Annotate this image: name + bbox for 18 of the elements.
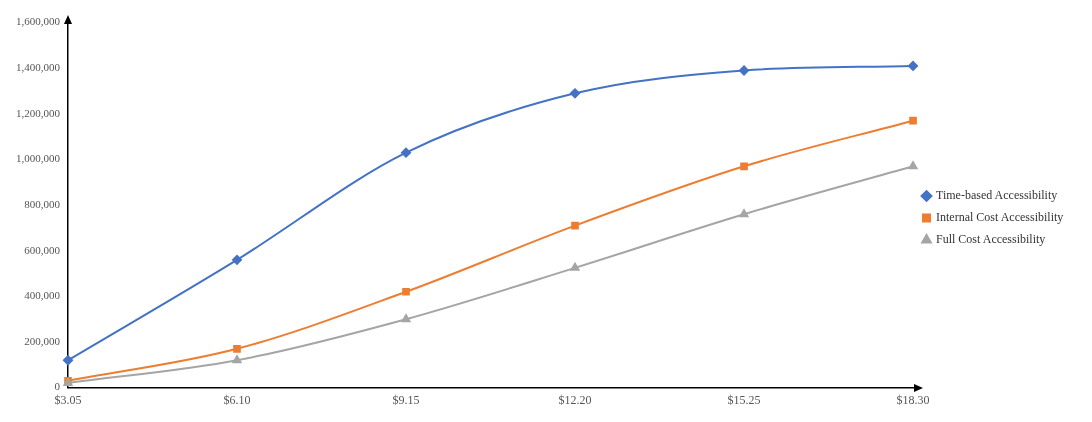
y-tick-label: 1,600,000 <box>16 15 61 28</box>
y-tick-label: 0 <box>54 380 61 393</box>
y-tick-label: 800,000 <box>24 197 61 210</box>
y-tick-label: 1,000,000 <box>16 152 61 165</box>
legend-label: Time-based Accessibility <box>936 188 1058 203</box>
y-tick-label: 1,400,000 <box>16 61 61 74</box>
y-tick-label: 200,000 <box>24 334 61 347</box>
x-tick-label: $6.10 <box>223 392 251 407</box>
x-tick-label: $3.05 <box>54 392 82 407</box>
x-tick-label: $12.20 <box>558 392 592 407</box>
y-tick-label: 600,000 <box>24 243 61 256</box>
legend-label: Internal Cost Accessibility <box>936 210 1064 225</box>
x-tick-label: $15.25 <box>727 392 761 407</box>
y-tick-label: 400,000 <box>24 289 61 302</box>
x-tick-label: $18.30 <box>896 392 930 407</box>
y-tick-label: 1,200,000 <box>16 106 61 119</box>
x-tick-label: $9.15 <box>392 392 420 407</box>
legend-label: Full Cost Accessibility <box>936 232 1046 247</box>
